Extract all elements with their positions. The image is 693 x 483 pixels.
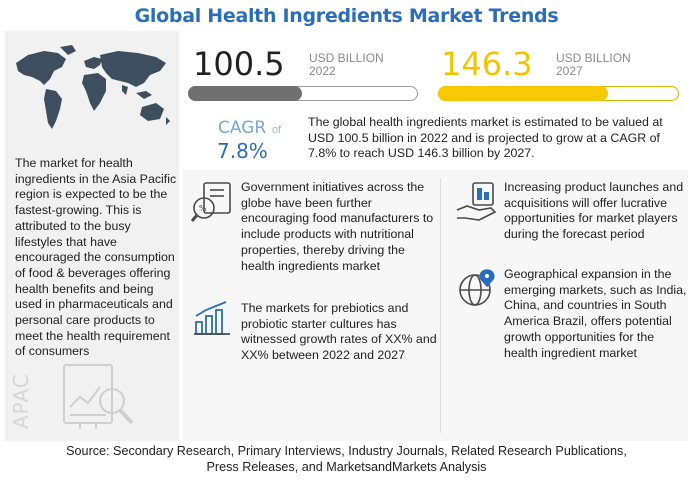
growth-bar-chart-icon [194,301,230,335]
insights-panel [183,170,688,441]
product-launch-hand-icon [456,182,497,221]
apac-description: The market for health ingredients in the… [15,156,177,359]
insight-product-launches: Increasing product launches and acquisit… [504,180,684,242]
insight-geographical-expansion: Geographical expansion in the emerging m… [504,267,687,360]
progress-bar-2022 [188,86,418,101]
region-label: APAC [9,373,33,429]
market-value-2022: 100.5 [193,45,285,83]
unit-2022-currency: USD BILLION [309,51,384,65]
insight-prebiotics-growth: The markets for prebiotics and probiotic… [241,301,437,363]
source-line-2: Press Releases, and MarketsandMarkets An… [206,460,487,474]
unit-2027: USD BILLION 2027 [556,52,631,78]
unit-2027-currency: USD BILLION [556,51,631,65]
progress-fill-2027 [438,86,608,101]
cagr-value: 7.8% [217,139,268,163]
world-map-icon [16,45,170,129]
progress-bar-2027 [438,86,679,101]
insight-government-initiatives: Government initiatives across the globe … [241,180,434,273]
globe-location-icon [459,269,495,306]
chart-analysis-icon [63,364,134,429]
unit-2022-year: 2022 [309,64,336,78]
market-summary: The global health ingredients market is … [308,115,663,161]
progress-fill-2022 [188,86,302,101]
cagr-of: of [272,124,282,136]
nutrition-search-icon: % [190,182,231,222]
unit-2022: USD BILLION 2022 [309,52,384,78]
unit-2027-year: 2027 [556,64,583,78]
insights-divider [440,178,441,433]
page-title: Global Health Ingredients Market Trends [134,5,559,27]
svg-text:%: % [199,204,207,213]
market-value-2027: 146.3 [441,45,533,83]
source-note: Source: Secondary Research, Primary Inte… [0,443,693,475]
cagr-label: CAGR [218,118,267,138]
apac-panel: The market for health ingredients in the… [5,31,179,441]
source-line-1: Source: Secondary Research, Primary Inte… [66,444,627,458]
